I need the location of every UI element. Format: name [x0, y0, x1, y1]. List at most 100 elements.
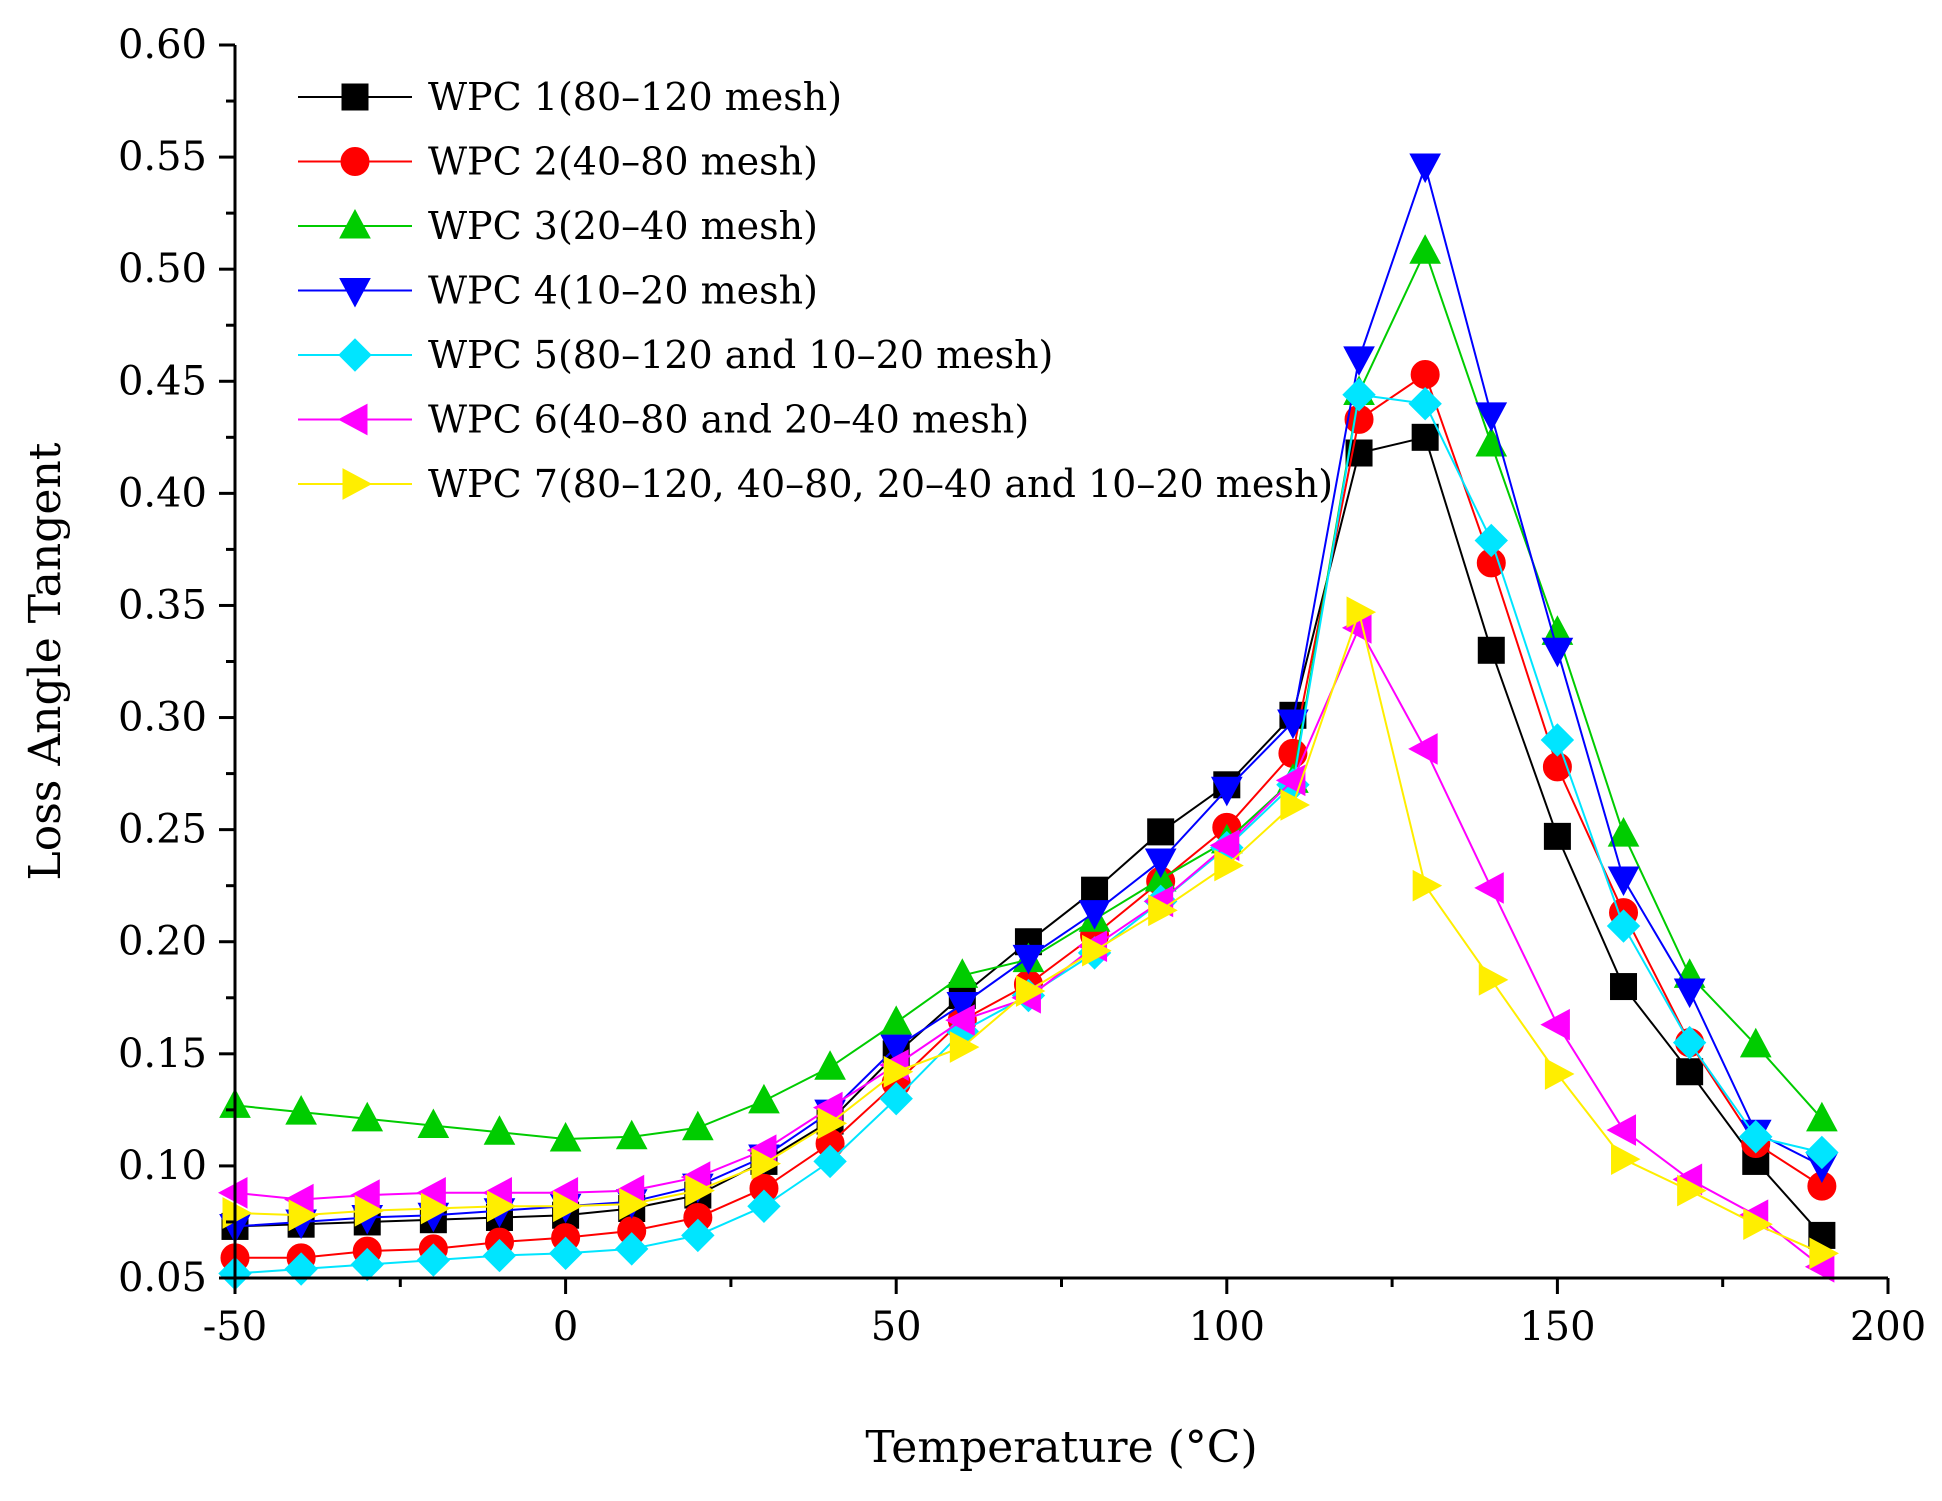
series-5-point [813, 1144, 847, 1179]
y-tick-label: 0.40 [118, 470, 207, 516]
series-1-point [1676, 1058, 1704, 1086]
series-4-point [1475, 402, 1508, 432]
legend-label: WPC 6(40–80 and 20–40 mesh) [428, 398, 1029, 442]
legend-item: WPC 5(80–120 and 10–20 mesh) [298, 333, 1053, 377]
y-tick-label: 0.25 [118, 807, 207, 853]
series-6-point [1408, 733, 1438, 765]
legend-item: WPC 7(80–120, 40–80, 20–40 and 10–20 mes… [298, 462, 1333, 506]
series-7-point [354, 1194, 385, 1227]
legend-marker [339, 208, 371, 239]
legend-marker [339, 278, 371, 308]
series-5-point [416, 1243, 451, 1277]
series-5-point [681, 1218, 715, 1253]
series-1-line [234, 436, 1823, 1237]
series-4-point [1607, 866, 1640, 897]
legend-label: WPC 7(80–120, 40–80, 20–40 and 10–20 mes… [428, 462, 1333, 506]
legend-item: WPC 4(10–20 mesh) [298, 269, 818, 313]
series-5-point [350, 1247, 384, 1282]
series-3-point [1409, 234, 1441, 264]
series-7-point [1809, 1237, 1839, 1270]
series-5-point [1408, 386, 1442, 421]
legend-marker [342, 468, 373, 500]
series-1-point [1411, 423, 1439, 451]
series-3-point [880, 1005, 913, 1035]
series-4 [219, 153, 1838, 1244]
x-tick-label: 200 [1850, 1304, 1926, 1350]
series-3-point [946, 958, 979, 988]
series-7 [222, 596, 1839, 1270]
series-5-point [1805, 1135, 1839, 1170]
series-7-point [619, 1188, 649, 1220]
series-7-point [1412, 869, 1443, 902]
series-6-point [217, 1176, 248, 1209]
series-5-point [1474, 523, 1508, 558]
x-tick-label: 50 [871, 1304, 922, 1350]
series-3-point [417, 1108, 450, 1139]
series-4-point [1210, 776, 1243, 807]
series-7-point [1611, 1143, 1641, 1176]
x-axis-title: Temperature (°C) [865, 1422, 1257, 1473]
legend-item: WPC 1(80–120 mesh) [298, 75, 842, 119]
legend-label: WPC 1(80–120 mesh) [428, 75, 842, 119]
series-7-point [1743, 1208, 1773, 1241]
y-tick-label: 0.20 [118, 919, 207, 965]
series-7-point [751, 1147, 782, 1180]
y-tick-label: 0.35 [118, 582, 207, 628]
series-7-point [1544, 1058, 1575, 1090]
series-4-point [1144, 848, 1177, 879]
series-3-point [615, 1119, 648, 1150]
legend-item: WPC 6(40–80 and 20–40 mesh) [298, 398, 1029, 442]
series-3-point [1739, 1027, 1772, 1058]
y-tick-label: 0.10 [118, 1143, 207, 1189]
series-7-point [1148, 894, 1178, 927]
series-6-point [945, 1004, 975, 1037]
series-5-point [1342, 378, 1376, 412]
legend-marker [340, 147, 370, 176]
y-axis-title: Loss Angle Tangent [20, 442, 71, 880]
series-3-point [1607, 817, 1640, 847]
x-tick-label: -50 [203, 1304, 267, 1350]
series-5-point [1606, 909, 1641, 943]
series-1-point [1147, 818, 1175, 846]
series-1-point [1610, 973, 1638, 1001]
legend-label: WPC 5(80–120 and 10–20 mesh) [428, 333, 1053, 377]
series-6-point [1606, 1114, 1637, 1146]
series-1-point [1477, 636, 1505, 664]
series-7-point [486, 1190, 517, 1223]
y-tick-label: 0.30 [118, 695, 207, 741]
series-1-point [1543, 822, 1571, 850]
series-4-point [1343, 346, 1375, 376]
series-3-point [814, 1050, 846, 1080]
legend: WPC 1(80–120 mesh) WPC 2(40–80 mesh) WPC 3… [298, 75, 1333, 506]
series-7-point [949, 1031, 980, 1063]
legend-item: WPC 2(40–80 mesh) [298, 140, 818, 184]
series-5-point [1540, 723, 1575, 757]
x-tick-label: 150 [1519, 1304, 1595, 1350]
series-7-point [288, 1199, 319, 1232]
series-7-point [1346, 596, 1377, 629]
series-7-point [1677, 1174, 1707, 1207]
series-7-point [1082, 934, 1112, 967]
y-tick-label: 0.55 [118, 134, 207, 180]
series-4-point [880, 1034, 913, 1065]
series-4-point [1277, 709, 1309, 740]
series-7-point [420, 1192, 451, 1225]
series-5-point [747, 1189, 781, 1223]
series-6-point [1474, 872, 1504, 904]
legend-label: WPC 4(10–20 mesh) [428, 269, 818, 313]
series-7-point [1015, 975, 1046, 1007]
series-7-point [817, 1107, 848, 1140]
series-5-point [482, 1238, 517, 1273]
series-3-point [1806, 1101, 1838, 1132]
series-7-point [1478, 964, 1509, 996]
series-5-point [1672, 1025, 1707, 1060]
series-1-point [1081, 876, 1109, 904]
legend-marker [341, 83, 369, 111]
series-2-point [1278, 738, 1308, 768]
series-3-point [351, 1101, 384, 1132]
x-tick-label: 0 [553, 1304, 578, 1350]
y-tick-label: 0.05 [118, 1255, 207, 1301]
legend-label: WPC 3(20–40 mesh) [428, 204, 818, 248]
series-6-point [1540, 1008, 1570, 1041]
series-4-point [1078, 900, 1111, 930]
